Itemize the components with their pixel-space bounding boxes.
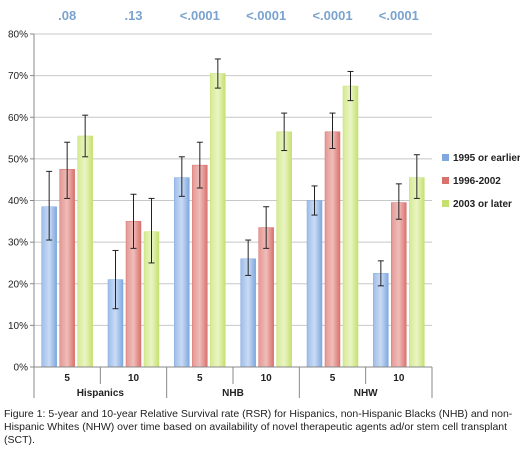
- bar: [342, 85, 359, 368]
- y-tick-label: 70%: [8, 71, 28, 82]
- bar: [59, 169, 75, 368]
- group-label: NHB: [222, 388, 244, 399]
- error-bars: [46, 58, 420, 310]
- group-label: Hispanics: [77, 388, 125, 399]
- legend-swatch: [442, 200, 449, 207]
- y-tick-label: 0%: [14, 363, 29, 374]
- bar: [391, 202, 407, 368]
- p-values: .08 .13 <.0001 <.0001 <.0001 <.0001: [58, 8, 419, 23]
- legend-label: 1996-2002: [453, 176, 501, 187]
- figure-caption: Figure 1: 5-year and 10-year Relative Su…: [4, 408, 513, 446]
- legend-label: 2003 or later: [453, 199, 512, 210]
- p-value-label: <.0001: [246, 8, 286, 23]
- p-value-label: <.0001: [180, 8, 220, 23]
- category-label: 10: [393, 373, 405, 384]
- y-tick-label: 40%: [8, 196, 28, 207]
- bar: [306, 200, 323, 368]
- y-tick-label: 20%: [8, 279, 28, 290]
- grid-layer: [34, 33, 432, 368]
- y-tick-label: 80%: [8, 30, 28, 41]
- y-tick-label: 10%: [8, 321, 28, 332]
- category-label: 5: [197, 373, 203, 384]
- bar: [324, 131, 341, 368]
- p-value-label: .13: [124, 8, 142, 23]
- bar: [174, 177, 190, 368]
- legend-swatch: [442, 177, 449, 184]
- bar: [276, 131, 292, 368]
- bars: [41, 73, 425, 368]
- chart: 0% 10% 20% 30% 40% 50% 60% 70% 80% .08 .13 <.0001 <…: [8, 8, 520, 399]
- group-label: NHW: [354, 388, 378, 399]
- y-tick-label: 30%: [8, 238, 28, 249]
- legend: 1995 or earlier 1996-2002 2003 or later: [442, 153, 520, 210]
- p-value-label: <.0001: [379, 8, 419, 23]
- p-value-label: .08: [58, 8, 76, 23]
- bar: [77, 135, 93, 368]
- legend-label: 1995 or earlier: [453, 153, 520, 164]
- bar: [210, 73, 226, 368]
- category-label: 10: [128, 373, 140, 384]
- category-label: 10: [261, 373, 273, 384]
- bar: [409, 177, 425, 368]
- y-tick-label: 50%: [8, 154, 28, 165]
- bar: [373, 273, 389, 368]
- y-axis: 0% 10% 20% 30% 40% 50% 60% 70% 80%: [8, 30, 34, 374]
- category-label: 5: [330, 373, 336, 384]
- legend-swatch: [442, 154, 449, 161]
- y-tick-label: 60%: [8, 113, 28, 124]
- bar: [192, 164, 208, 368]
- p-value-label: <.0001: [312, 8, 352, 23]
- category-label: 5: [64, 373, 70, 384]
